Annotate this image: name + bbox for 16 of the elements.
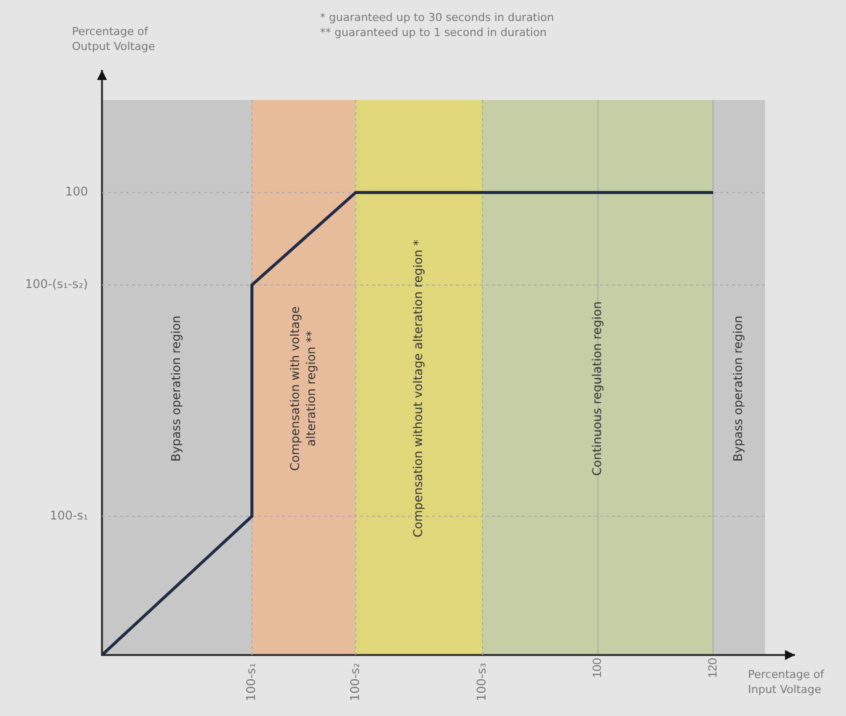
- text: ** guaranteed up to 1 second in duration: [320, 26, 547, 39]
- band-label: Continuous regulation region: [590, 301, 604, 476]
- ref-line-label: 100-s₂: [348, 662, 362, 702]
- ref-line-label: 100-s₃: [474, 662, 489, 702]
- text: Percentage of Output Voltage: [72, 24, 156, 54]
- ref-line-label: 100: [65, 184, 88, 199]
- ref-line-label: 100-(s₁-s₂): [24, 277, 88, 292]
- x-axis-title: Percentage of Input Voltage: [748, 667, 826, 697]
- band-label: Compensation without voltage alteration region *: [411, 240, 426, 538]
- band-label: Bypass operation region: [169, 316, 184, 462]
- text: * guaranteed up to 30 seconds in duration: [320, 11, 554, 24]
- band-label: Compensation with voltage alteration region **: [288, 306, 318, 471]
- x-tick-label: 120: [705, 658, 720, 678]
- band-label: Bypass operation region: [731, 316, 746, 462]
- ref-line-label: 100-s₁: [244, 662, 258, 702]
- ref-line-label: 100-s₁: [50, 508, 88, 522]
